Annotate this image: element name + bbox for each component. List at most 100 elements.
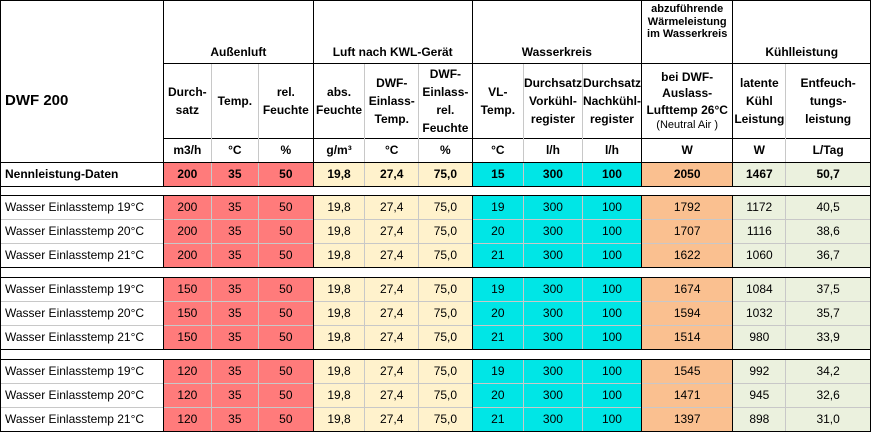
cell-value: 75,0 [418,325,473,350]
cell-value: 1594 [640,301,733,326]
unit-1: °C [210,138,259,163]
group-wasserkreis: Wasserkreis [471,0,642,64]
spacer-cell [0,186,164,196]
cell-value: 992 [732,359,786,384]
spacer-cell [0,349,164,360]
table-row: Wasser Einlasstemp 19°C 200 35 50 19,8 27,4 75… [0,195,871,220]
cell-value: 35 [210,383,259,408]
spacer-cell [211,350,258,360]
spacer-cell [733,268,786,278]
cell-value: 300 [522,277,583,302]
spacer-cell [472,187,523,196]
cell-value: 19,8 [312,277,365,302]
cell-value: 27,4 [364,301,419,326]
cell-value: 300 [522,359,583,384]
cell-value: 35 [210,407,259,432]
subheader-row: DWF 200 Durch- satz Temp. rel. Feuchte abs.… [0,63,871,139]
cell-value: 100 [581,359,642,384]
cell-value: 75,0 [418,383,473,408]
unit-8: l/h [581,138,642,163]
table-row: Wasser Einlasstemp 21°C 120 35 50 19,8 27,4 75… [0,407,871,432]
spacer-cell [313,187,365,196]
cell-value: 35 [210,325,259,350]
cell-value: 27,4 [364,383,419,408]
cell-value: 75,0 [418,407,473,432]
cell-value: 200 [163,243,212,268]
cell-value: 27,4 [364,195,419,220]
cell-value: 300 [522,407,583,432]
spacer-cell [641,350,732,360]
group-header-row: Außenluft Luft nach KWL-Gerät Wasserkrei… [0,0,871,64]
nenn-value: 75,0 [418,162,473,187]
model-title: DWF 200 [0,63,164,139]
cell-value: 1084 [732,277,786,302]
spacer-cell [582,350,641,360]
spacer-cell [0,267,164,278]
cell-value: 100 [581,195,642,220]
cell-value: 21 [471,407,524,432]
subheader-11: Entfeuch- tungs- leistung [785,63,871,139]
nenn-value: 50 [258,162,314,187]
cell-value: 100 [581,219,642,244]
row-label: Wasser Einlasstemp 19°C [0,195,164,220]
cell-value: 1471 [640,383,733,408]
spacer-cell [523,350,582,360]
cell-value: 35,7 [785,301,871,326]
spacer-row [0,186,871,196]
cell-value: 19,8 [312,383,365,408]
cell-value: 40,5 [785,195,871,220]
spacer-cell [365,268,419,278]
cell-value: 945 [732,383,786,408]
cell-value: 1397 [640,407,733,432]
cell-value: 36,7 [785,243,871,268]
cell-value: 19,8 [312,301,365,326]
cell-value: 33,9 [785,325,871,350]
unit-5: % [418,138,473,163]
spacer-cell [582,268,641,278]
nenn-value: 15 [471,162,524,187]
subheader-9: bei DWF- Auslass- Lufttemp 26°C (Neutral … [640,63,733,139]
spacer-cell [582,187,641,196]
cell-value: 75,0 [418,219,473,244]
subheader-1: Temp. [210,63,259,139]
cell-value: 100 [581,383,642,408]
units-row: m3/h °C% g/m³ °C% °C l/h l/h W W L/Tag [0,138,871,163]
cell-value: 120 [163,383,212,408]
cell-value: 300 [522,219,583,244]
cell-value: 50 [258,195,314,220]
spacer-cell [733,187,786,196]
spacer-cell [472,268,523,278]
row-label: Wasser Einlasstemp 20°C [0,383,164,408]
unit-2: % [258,138,314,163]
spacer-cell [419,187,473,196]
unit-11: L/Tag [785,138,871,163]
spacer-cell [259,187,314,196]
cell-value: 35 [210,243,259,268]
cell-value: 200 [163,219,212,244]
subheader-8: Durchsatz Nachkühl- register [581,63,642,139]
subheader-7: Durchsatz Vorkühl- register [522,63,583,139]
cell-value: 50 [258,243,314,268]
cell-value: 20 [471,383,524,408]
table-row: Wasser Einlasstemp 21°C 150 35 50 19,8 27,4 75… [0,325,871,350]
cell-value: 19,8 [312,195,365,220]
row-label: Wasser Einlasstemp 21°C [0,325,164,350]
row-label: Wasser Einlasstemp 19°C [0,277,164,302]
spacer-cell [785,267,871,278]
cell-value: 19 [471,359,524,384]
cell-value: 27,4 [364,243,419,268]
nenn-value: 100 [581,162,642,187]
spacer-cell [733,350,786,360]
group-aussenluft: Außenluft [163,0,314,64]
table-row: Wasser Einlasstemp 20°C 200 35 50 19,8 27,4 75… [0,219,871,244]
spacer-cell [164,187,212,196]
cell-value: 50 [258,219,314,244]
cell-value: 120 [163,359,212,384]
cell-value: 19 [471,195,524,220]
cell-value: 21 [471,325,524,350]
unit-3: g/m³ [312,138,365,163]
cell-value: 19,8 [312,243,365,268]
spacer-cell [641,268,732,278]
cell-value: 1116 [732,219,786,244]
